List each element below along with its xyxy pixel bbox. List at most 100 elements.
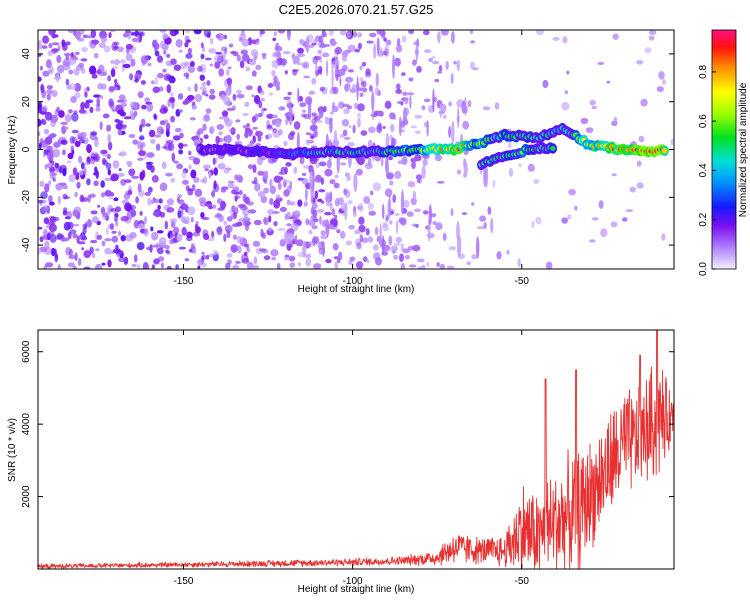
noise-blob (177, 210, 182, 219)
noise-streak (322, 241, 325, 258)
noise-streak (379, 222, 382, 249)
noise-blob (263, 173, 269, 180)
noise-blob (57, 264, 61, 269)
noise-blob (38, 40, 42, 44)
noise-blob (314, 190, 319, 199)
noise-streak (448, 125, 451, 139)
noise-blob (197, 265, 201, 269)
noise-blob (600, 228, 608, 238)
noise-blob (157, 256, 165, 262)
noise-blob (253, 176, 258, 185)
noise-blob (64, 216, 71, 220)
noise-blob (154, 76, 159, 85)
noise-blob (107, 259, 112, 268)
noise-blob (159, 182, 168, 192)
noise-streak (305, 36, 310, 53)
noise-blob (274, 45, 283, 52)
noise-blob (208, 253, 215, 258)
noise-blob (236, 89, 242, 94)
noise-blob (421, 105, 426, 111)
noise-blob (259, 90, 265, 95)
noise-blob (417, 266, 425, 269)
noise-blob (121, 124, 127, 131)
noise-blob (260, 98, 266, 102)
noise-blob (141, 104, 147, 110)
noise-streak (297, 87, 300, 104)
noise-blob (230, 244, 238, 253)
noise-blob (252, 126, 258, 130)
noise-blob (262, 53, 267, 60)
noise-blob (128, 133, 136, 139)
noise-blob (90, 239, 98, 244)
noise-blob (301, 172, 307, 176)
noise-blob (203, 134, 209, 139)
noise-blob (62, 168, 67, 177)
noise-blob (248, 209, 257, 214)
noise-blob (120, 235, 126, 242)
noise-blob (320, 235, 328, 240)
noise-blob (107, 168, 112, 176)
noise-blob (81, 247, 85, 251)
noise-blob (400, 243, 404, 253)
noise-blob (110, 68, 116, 77)
noise-blob (158, 198, 163, 204)
noise-blob (440, 30, 449, 36)
noise-blob (117, 109, 125, 115)
noise-blob (360, 130, 368, 136)
noise-blob (295, 239, 304, 247)
noise-blob (311, 42, 317, 46)
noise-blob (197, 128, 204, 135)
noise-streak (432, 88, 435, 113)
noise-blob (136, 34, 141, 44)
noise-blob (158, 236, 167, 246)
noise-blob (125, 30, 132, 34)
noise-blob (65, 78, 70, 86)
noise-blob (400, 262, 405, 269)
noise-blob (91, 216, 99, 224)
noise-blob (164, 37, 172, 45)
noise-blob (147, 186, 153, 193)
noise-blob (111, 42, 118, 52)
noise-blob (69, 83, 77, 91)
noise-blob (83, 250, 91, 259)
noise-blob (85, 35, 93, 39)
noise-blob (432, 221, 437, 225)
noise-blob (305, 253, 312, 259)
noise-blob (38, 226, 43, 230)
noise-blob (163, 106, 168, 113)
noise-blob (188, 150, 192, 156)
noise-streak (400, 189, 405, 216)
noise-blob (187, 206, 196, 216)
noise-blob (106, 124, 112, 132)
noise-blob (213, 167, 218, 176)
noise-blob (339, 162, 347, 166)
noise-blob (116, 46, 125, 53)
spectrogram-xtick-label: -150 (173, 276, 193, 287)
noise-blob (246, 248, 251, 253)
noise-blob (68, 56, 77, 65)
noise-blob (247, 164, 254, 170)
noise-blob (71, 129, 79, 134)
noise-blob (321, 52, 330, 58)
noise-blob (573, 205, 578, 211)
noise-blob (51, 42, 60, 46)
noise-blob (260, 228, 264, 238)
noise-blob (212, 250, 219, 256)
noise-streak (289, 180, 293, 190)
noise-blob (116, 99, 124, 103)
noise-blob (137, 91, 144, 99)
noise-streak (381, 157, 384, 167)
noise-blob (267, 209, 275, 215)
noise-blob (70, 96, 77, 103)
noise-blob (303, 75, 310, 79)
noise-blob (401, 35, 407, 43)
noise-blob (166, 250, 171, 255)
noise-streak (325, 219, 330, 237)
noise-blob (269, 178, 273, 188)
noise-blob (213, 180, 217, 190)
noise-blob (215, 135, 220, 145)
noise-blob (414, 130, 421, 134)
noise-blob (283, 140, 288, 147)
noise-blob (39, 236, 44, 243)
noise-blob (302, 109, 306, 113)
